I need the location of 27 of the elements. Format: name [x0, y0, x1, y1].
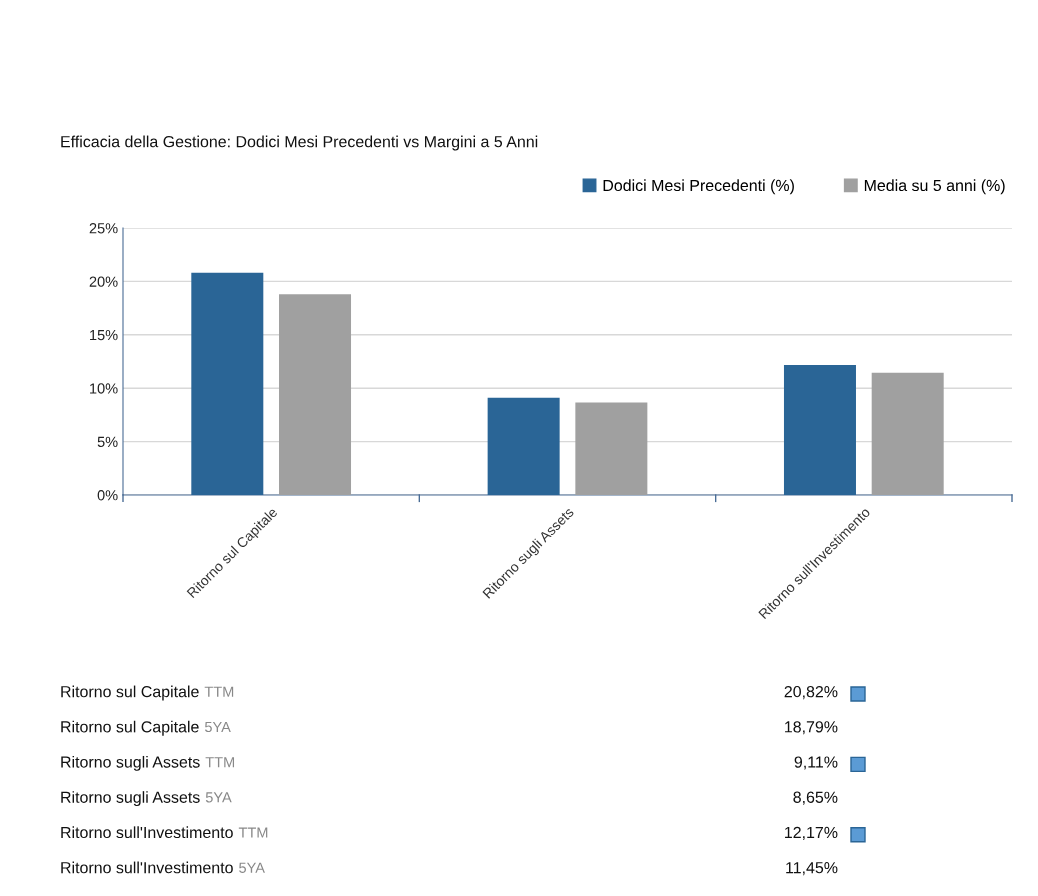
bar: [871, 372, 944, 495]
y-tick-label: 25%: [89, 223, 118, 234]
text: 18,79%: [785, 721, 838, 735]
text: Ritorno sugli Assets TTM: [61, 755, 235, 771]
text: 12,17%: [785, 826, 838, 840]
bar: [783, 365, 856, 495]
bar: [279, 294, 352, 495]
text: Ritorno sull'Investimento TTM: [61, 826, 268, 839]
legend-label: Dodici Mesi Precedenti (%): [603, 179, 794, 195]
text: Ritorno sul Capitale 5YA: [61, 720, 231, 736]
y-tick-label: 20%: [89, 276, 118, 287]
text: 9,11%: [794, 756, 838, 770]
bar: [191, 272, 264, 495]
text: 8,65%: [793, 791, 838, 805]
text: Ritorno sull'Investimento 5YA: [61, 861, 265, 874]
y-tick-label: 10%: [90, 383, 118, 394]
y-tick-label: 15%: [90, 329, 118, 341]
text: Ritorno sugli Assets 5YA: [61, 791, 232, 807]
y-tick-label: 5%: [97, 436, 118, 448]
chart-title: Efficacia della Gestione: Dodici Mesi Precedenti vs Margini a 5 Anni: [61, 135, 538, 151]
legend-label: Media su 5 anni (%): [864, 179, 1005, 195]
y-tick-label: 0%: [97, 490, 118, 501]
text: 11,45%: [786, 862, 838, 876]
bar: [575, 402, 648, 495]
text: 20,82%: [784, 685, 838, 700]
bar: [487, 397, 560, 495]
text: Ritorno sul Capitale TTM: [61, 685, 234, 701]
